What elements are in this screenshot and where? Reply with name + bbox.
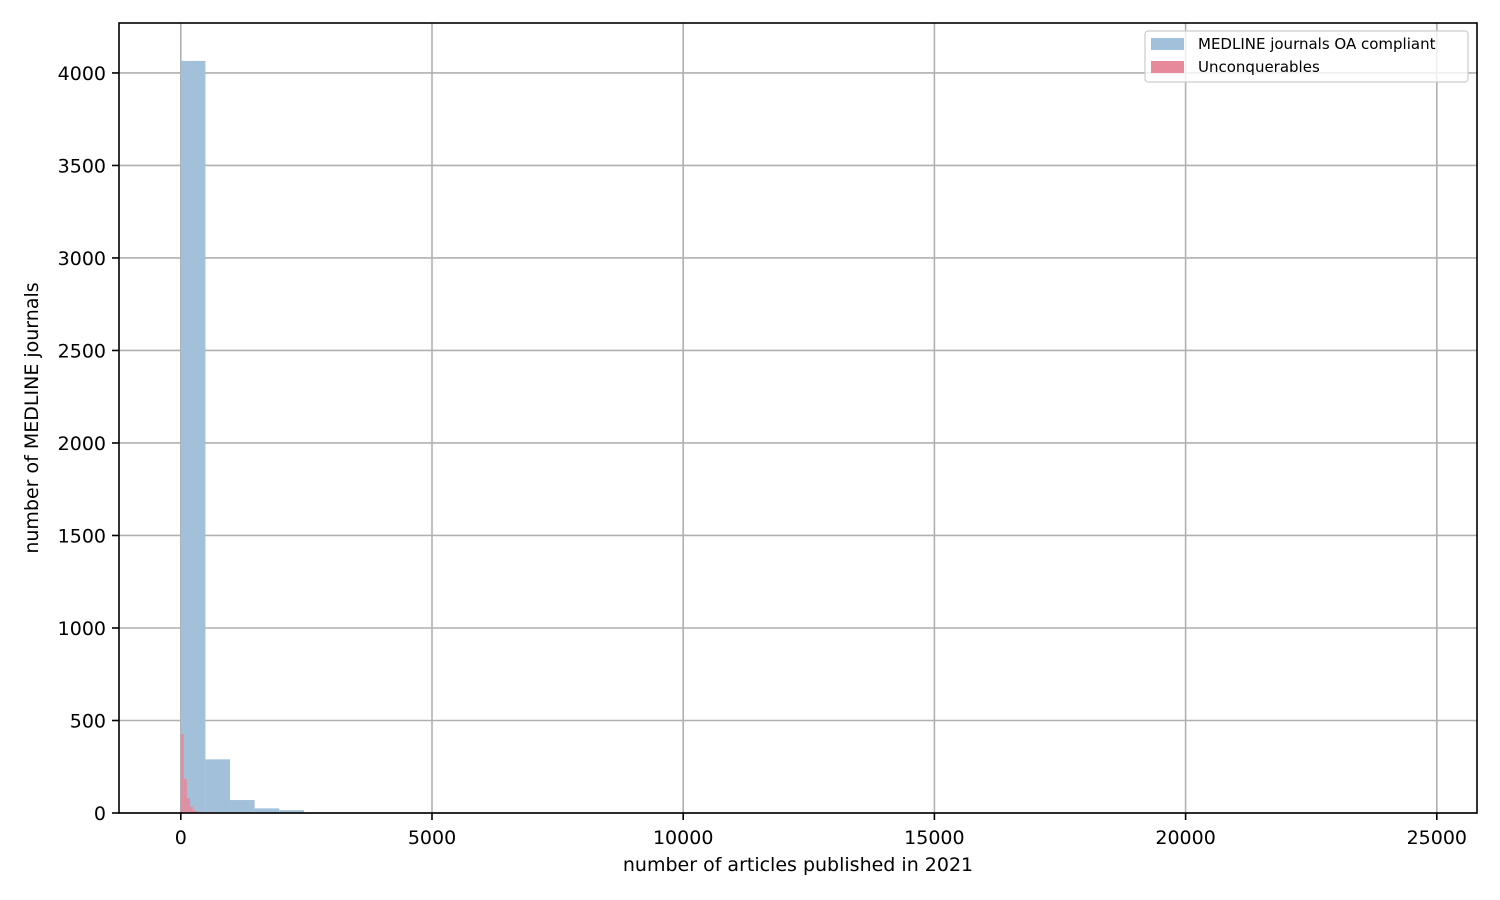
histogram-bars bbox=[180, 60, 304, 814]
y-axis-label: number of MEDLINE journals bbox=[21, 282, 43, 553]
histogram-bar bbox=[279, 810, 304, 813]
axis-ticks: 0 5000 10000 15000 20000 25000 0 500 1000 1500 200… bbox=[58, 63, 1467, 849]
x-tick-label: 0 bbox=[175, 827, 187, 849]
histogram-bar bbox=[180, 734, 184, 813]
grid-lines bbox=[119, 23, 1477, 814]
y-tick-label: 2500 bbox=[58, 340, 106, 362]
legend-swatch bbox=[1151, 38, 1184, 50]
histogram-bar bbox=[230, 800, 255, 813]
y-tick-label: 2000 bbox=[58, 433, 106, 455]
legend: MEDLINE journals OA compliant Unconquerab… bbox=[1144, 30, 1469, 83]
histogram-bar bbox=[192, 810, 196, 813]
x-tick-label: 5000 bbox=[408, 827, 456, 849]
x-tick-label: 10000 bbox=[653, 827, 713, 849]
y-tick-label: 1000 bbox=[58, 618, 106, 640]
y-tick-label: 3500 bbox=[58, 155, 106, 177]
x-tick-label: 20000 bbox=[1155, 827, 1215, 849]
x-tick-label: 25000 bbox=[1407, 827, 1467, 849]
y-tick-label: 500 bbox=[70, 710, 106, 732]
plot-frame bbox=[118, 22, 1478, 814]
histogram-bar bbox=[186, 798, 190, 813]
legend-box bbox=[1144, 30, 1469, 83]
y-tick-label: 0 bbox=[94, 803, 106, 825]
y-tick-label: 4000 bbox=[58, 63, 106, 85]
legend-label: MEDLINE journals OA compliant bbox=[1198, 35, 1436, 53]
y-tick-label: 1500 bbox=[58, 525, 106, 547]
x-axis-label: number of articles published in 2021 bbox=[623, 854, 973, 876]
histogram-bar bbox=[180, 60, 206, 814]
histogram-bar bbox=[189, 806, 193, 813]
y-tick-label: 3000 bbox=[58, 248, 106, 270]
histogram-bar bbox=[205, 759, 231, 813]
x-tick-label: 15000 bbox=[904, 827, 964, 849]
legend-label: Unconquerables bbox=[1198, 58, 1320, 76]
histogram-bar bbox=[183, 778, 187, 813]
histogram-bar bbox=[254, 808, 280, 813]
legend-swatch bbox=[1151, 61, 1184, 73]
